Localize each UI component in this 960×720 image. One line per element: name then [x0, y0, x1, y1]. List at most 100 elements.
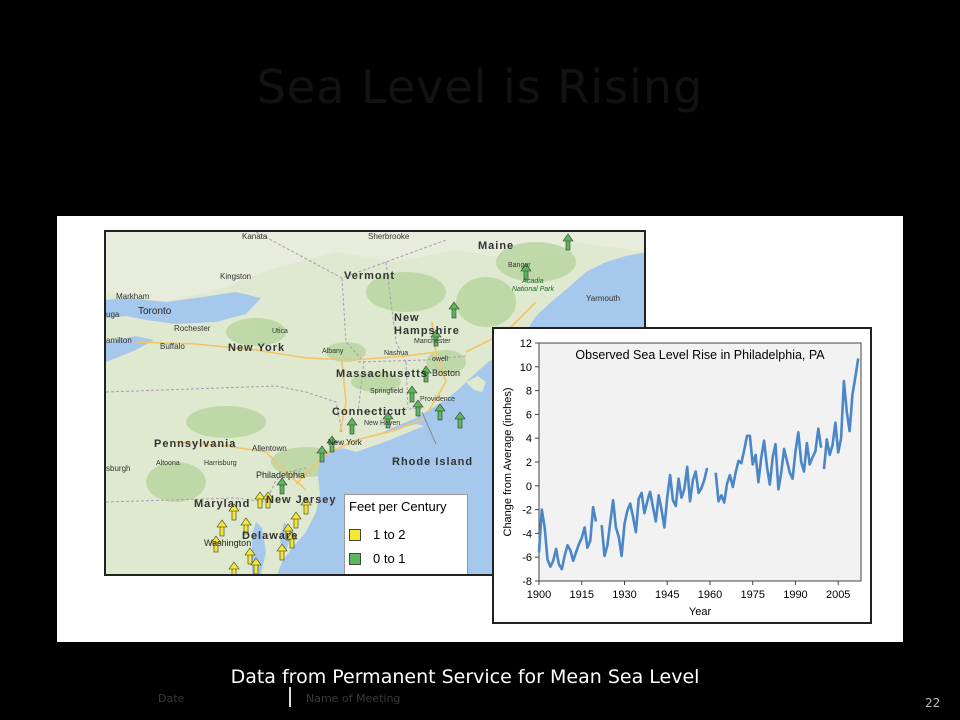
chart-svg: -8 -6 -4 -2 0 2 4 6 8 10 12 1900 1915 1930 1945 1960 197… [502, 338, 862, 618]
label-albany: Albany [322, 348, 344, 355]
label-new-york-state: New York [228, 342, 286, 354]
sea-level-arrow-icon [290, 511, 302, 529]
label-mississauga: uga [106, 310, 120, 319]
sea-level-arrow-icon [210, 535, 222, 553]
label-manchester: Manchester [414, 338, 451, 345]
y-tick-label: 8 [526, 386, 532, 398]
label-harrisburg: Harrisburg [204, 460, 237, 467]
sea-level-arrow-icon [412, 399, 424, 417]
slide-title: Sea Level is Rising [256, 60, 704, 114]
footer-meeting: Name of Meeting [306, 692, 401, 705]
legend-item-0-to-1: 0 to 1 [349, 551, 406, 566]
y-tick-label: 2 [526, 457, 532, 469]
x-tick-label: 1960 [698, 589, 722, 601]
series-line [822, 358, 860, 470]
x-tick-label: 1975 [740, 589, 764, 601]
sea-level-arrow-icon [216, 519, 228, 537]
y-tick-label: -4 [522, 528, 532, 540]
x-tick-label: 1900 [527, 589, 551, 601]
sea-level-arrow-icon [240, 517, 252, 535]
label-new-haven: New Haven [364, 420, 401, 427]
x-tick-label: 1915 [570, 589, 594, 601]
sea-level-arrow-icon [520, 263, 532, 281]
series-line [714, 427, 823, 504]
legend-swatch-green [349, 553, 361, 565]
label-kingston: Kingston [220, 272, 252, 281]
label-rhode-island: Rhode Island [392, 456, 474, 468]
y-tick-label: 10 [520, 362, 532, 374]
y-tick-label: 0 [526, 481, 532, 493]
sea-level-arrow-icon [406, 385, 418, 403]
footer-divider [289, 687, 291, 707]
y-tick-label: -8 [522, 576, 532, 588]
sea-level-arrow-icon [254, 491, 266, 509]
sea-level-arrow-icon [316, 445, 328, 463]
sea-level-arrows [210, 233, 574, 574]
legend-label: 1 to 2 [373, 527, 406, 542]
sea-level-arrow-icon [562, 233, 574, 251]
sea-level-arrow-icon [454, 411, 466, 429]
label-lowell: owell [432, 356, 448, 363]
x-tick-label: 2005 [826, 589, 850, 601]
label-sherbrooke: Sherbrooke [368, 232, 410, 241]
y-tick-label: 6 [526, 409, 532, 421]
chart-title: Observed Sea Level Rise in Philadelphia,… [575, 348, 825, 362]
label-toronto: Toronto [138, 306, 172, 317]
label-rochester: Rochester [174, 324, 211, 333]
label-allentown: Allentown [252, 444, 287, 453]
y-tick-label: -2 [522, 505, 532, 517]
label-bangor: Bangor [508, 262, 531, 269]
sea-level-arrow-icon [276, 543, 288, 561]
y-tick-label: 12 [520, 338, 532, 350]
label-connecticut: Connecticut [332, 406, 407, 418]
legend-swatch-yellow [349, 529, 361, 541]
x-tick-label: 1930 [612, 589, 636, 601]
slide-caption: Data from Permanent Service for Mean Sea… [230, 666, 700, 688]
series-line [600, 465, 709, 558]
sea-level-arrow-icon [300, 497, 312, 515]
sea-level-arrow-icon [346, 417, 358, 435]
label-buffalo: Buffalo [160, 342, 185, 351]
label-kanata: Kanata [242, 232, 268, 241]
label-hamilton: amilton [106, 336, 132, 345]
label-vermont: Vermont [344, 270, 396, 282]
label-markham: Markham [116, 292, 150, 301]
label-utica: Utica [272, 328, 288, 335]
label-boston: Boston [432, 368, 461, 378]
sea-level-arrow-icon [250, 557, 262, 574]
plot-area [538, 342, 862, 582]
label-philadelphia: Philadelphia [256, 470, 306, 480]
sea-level-arrow-icon [262, 491, 274, 509]
legend-label: 0 to 1 [373, 551, 406, 566]
footer-date: Date [158, 692, 185, 705]
sea-level-arrow-icon [434, 403, 446, 421]
legend-title: Feet per Century [349, 499, 447, 514]
series-line [537, 505, 598, 571]
label-yarmouth: Yarmouth [586, 294, 621, 303]
sea-level-arrow-icon [448, 301, 460, 319]
sea-level-arrow-icon [286, 531, 298, 549]
label-massachusetts: Massachusetts [336, 368, 428, 380]
map-legend: Feet per Century 1 to 2 0 to 1 [344, 494, 468, 574]
label-washington: Washington [204, 538, 252, 548]
sea-level-arrow-icon [430, 329, 442, 347]
sea-level-arrow-icon [326, 435, 338, 453]
sea-level-arrow-icon [276, 477, 288, 495]
page-number: 22 [925, 696, 941, 710]
label-delaware: Delaware [242, 530, 299, 542]
label-new-jersey: New Jersey [266, 494, 337, 506]
label-new-york-city: New York [328, 438, 362, 447]
x-tick-label: 1945 [655, 589, 679, 601]
label-maine: Maine [478, 240, 515, 252]
sea-level-arrow-icon [420, 365, 432, 383]
sea-level-chart: -8 -6 -4 -2 0 2 4 6 8 10 12 1900 1915 1930 1945 1960 197… [492, 327, 872, 624]
label-maryland: Maryland [194, 498, 251, 510]
figure-image: Kanata Sherbrooke Maine Bangor Acadia Na… [57, 216, 903, 642]
sea-level-arrow-icon [244, 547, 256, 565]
x-tick-label: 1990 [783, 589, 807, 601]
label-providence: Providence [420, 396, 456, 403]
label-pennsylvania: Pennsylvania [154, 438, 237, 450]
sea-level-arrow-icon [228, 561, 240, 574]
label-springfield: Springfield [370, 388, 404, 395]
y-tick-label: -6 [522, 552, 532, 564]
